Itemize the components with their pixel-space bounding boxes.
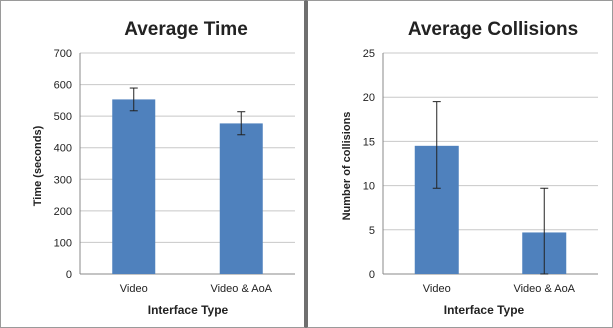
y-tick-label: 10 — [363, 181, 375, 193]
y-tick-label: 5 — [369, 225, 375, 237]
y-tick-label: 100 — [54, 237, 72, 249]
y-tick-label: 0 — [369, 269, 375, 281]
bar — [219, 123, 263, 274]
plot-area: 0 5 10 15 20 25 Video Video & AoA — [363, 48, 598, 295]
x-tick-label: Video — [120, 283, 148, 295]
y-tick-label: 600 — [54, 80, 72, 92]
y-tick-label: 15 — [363, 136, 375, 148]
y-tick-label: 200 — [54, 206, 72, 218]
y-axis-label: Number of collisions — [341, 112, 353, 221]
average-collisions-chart: Average Collisions Interface Type Number… — [341, 19, 598, 317]
y-tick-label: 20 — [363, 92, 375, 104]
plot-area: 0 100 200 300 400 500 600 700 Video Video & AoA — [54, 48, 295, 295]
y-tick-label: 300 — [54, 174, 72, 186]
y-tick-label: 500 — [54, 111, 72, 123]
chart-panel-average-time: Average Time Interface Type Time (second… — [0, 0, 306, 328]
y-tick-label: 0 — [66, 269, 72, 281]
bar — [112, 99, 156, 274]
x-tick-label: Video — [423, 283, 451, 295]
chart-title: Average Time — [124, 19, 248, 40]
x-tick-label: Video & AoA — [513, 283, 575, 295]
y-tick-label: 700 — [54, 48, 72, 60]
average-time-chart: Average Time Interface Type Time (second… — [32, 19, 295, 317]
y-tick-label: 400 — [54, 143, 72, 155]
y-axis-label: Time (seconds) — [32, 125, 44, 206]
chart-panel-average-collisions: Average Collisions Interface Type Number… — [306, 0, 613, 328]
y-tick-label: 25 — [363, 48, 375, 60]
x-axis-label: Interface Type — [148, 303, 229, 317]
x-tick-label: Video & AoA — [210, 283, 272, 295]
chart-title: Average Collisions — [408, 19, 578, 40]
x-axis-label: Interface Type — [444, 303, 525, 317]
